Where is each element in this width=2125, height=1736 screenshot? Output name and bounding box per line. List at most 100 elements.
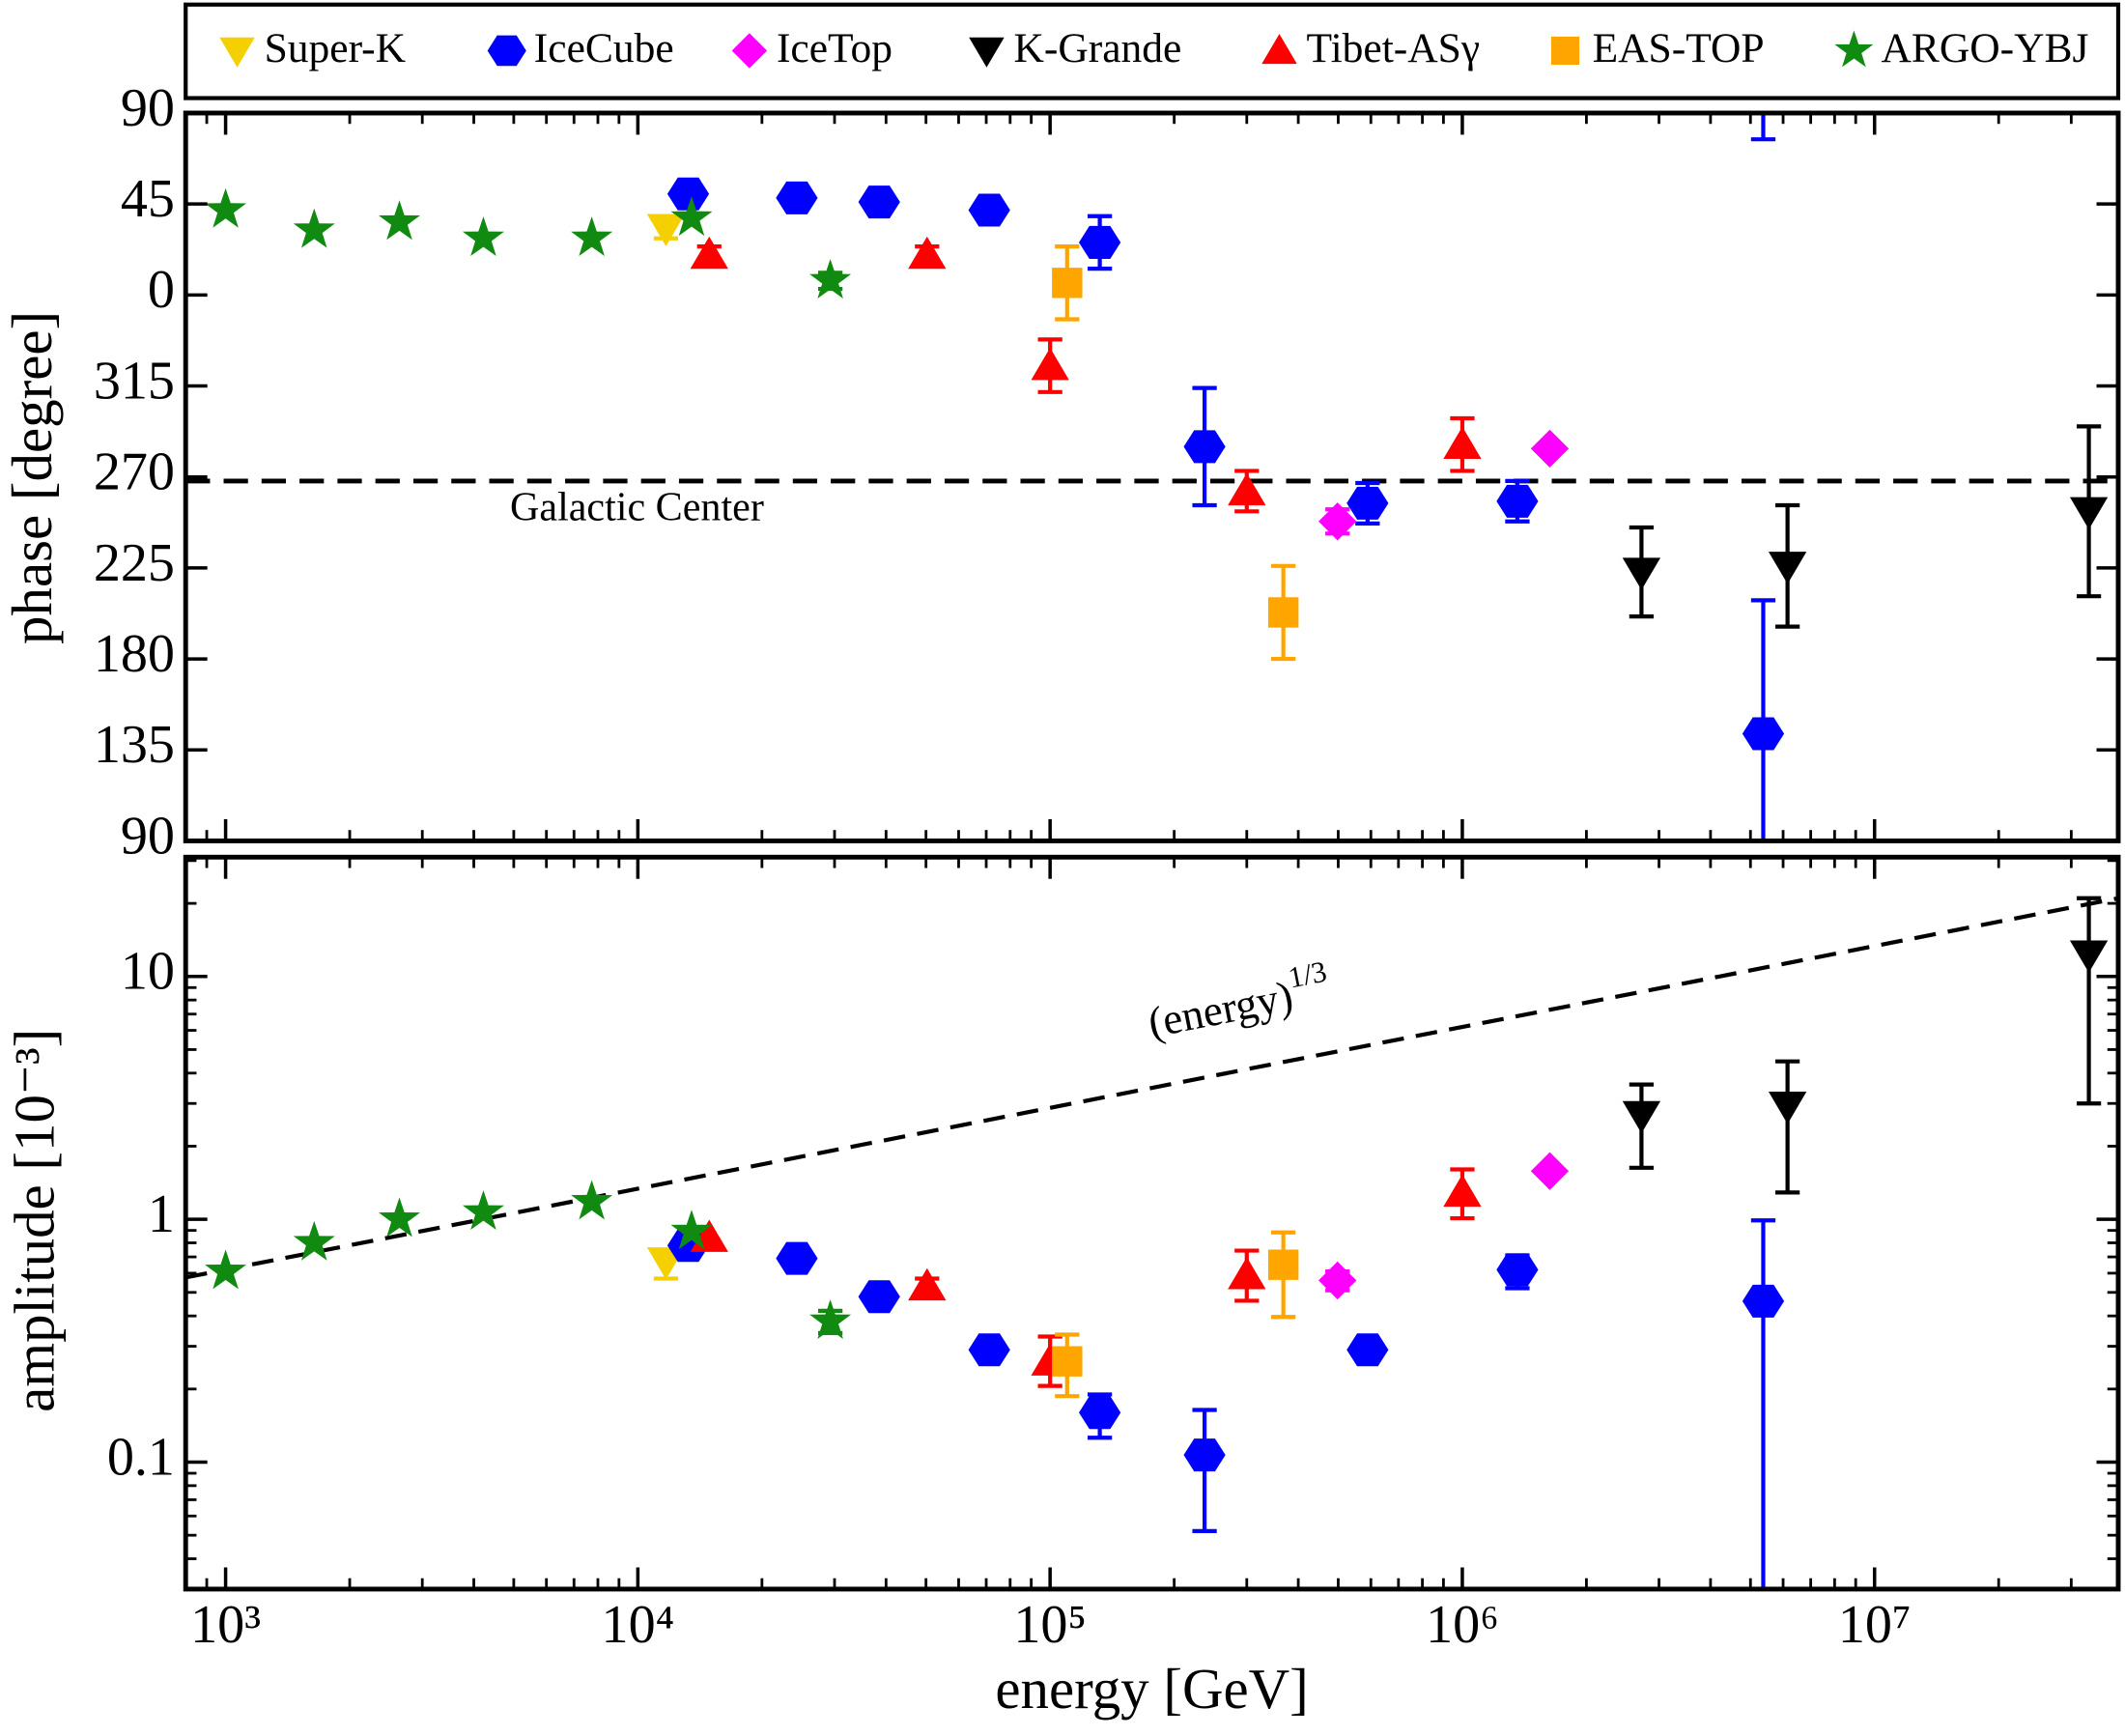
marker [2069, 940, 2109, 973]
marker [1443, 426, 1482, 459]
marker [205, 187, 247, 228]
marker [1267, 1249, 1299, 1280]
plot-area [185, 896, 2118, 1589]
marker [1768, 552, 1807, 584]
marker [1031, 347, 1069, 381]
trend-label-base: (energy) [1145, 972, 1297, 1047]
y-tick-label: 0.1 [107, 1427, 175, 1487]
x-axis-label: energy [GeV] [995, 1657, 1308, 1721]
legend-marker [1550, 36, 1580, 66]
marker [1622, 557, 1661, 590]
marker [1530, 429, 1570, 469]
marker [666, 177, 710, 211]
marker [1079, 225, 1121, 259]
marker [379, 200, 420, 241]
marker [1318, 1261, 1357, 1300]
marker [571, 216, 613, 257]
x-tick-label: 10³ [190, 1595, 261, 1655]
marker [1496, 484, 1539, 518]
marker [809, 259, 852, 299]
marker [1530, 1152, 1570, 1190]
trend-label-exponent: 1/3 [1286, 955, 1329, 995]
marker [858, 1280, 900, 1314]
plot-frame [183, 854, 2121, 1592]
marker [1443, 1174, 1482, 1208]
x-tick-label: 10⁷ [1838, 1595, 1912, 1655]
marker [1622, 1100, 1661, 1134]
legend-label: Tibet-ASγ [1307, 25, 1481, 71]
marker [1318, 502, 1357, 541]
marker [858, 185, 900, 219]
plot-frame [183, 110, 2121, 843]
y-tick-label: 90 [121, 78, 175, 138]
marker [670, 1210, 713, 1250]
marker [1496, 1253, 1539, 1287]
marker [1228, 1257, 1266, 1290]
marker [1267, 597, 1299, 628]
marker [1346, 486, 1389, 520]
y-tick-label: 180 [94, 624, 175, 684]
y-tick-label: 45 [121, 169, 175, 229]
marker [379, 1197, 420, 1238]
legend-marker [219, 37, 255, 68]
marker [670, 196, 713, 237]
marker [646, 213, 686, 246]
y-axis-label: amplitude [10⁻³] [3, 1029, 67, 1412]
legend-label: IceCube [534, 25, 674, 71]
legend-label: EAS-TOP [1593, 25, 1765, 71]
marker [776, 181, 818, 214]
x-tick-label: 10⁴ [602, 1595, 675, 1655]
trend-label: (energy)1/3 [1143, 955, 1335, 1047]
marker [462, 1190, 504, 1231]
y-tick-label: 270 [94, 442, 175, 502]
marker [776, 1241, 818, 1275]
y-tick-label: 1 [148, 1184, 175, 1244]
legend-marker [487, 35, 526, 67]
legend-marker [1834, 30, 1874, 68]
y-tick-label: 225 [94, 533, 175, 593]
y-tick-label: 135 [94, 715, 175, 775]
marker [205, 1249, 247, 1290]
y-tick-label: 90 [121, 806, 175, 866]
marker [809, 1299, 852, 1340]
marker [1742, 1284, 1785, 1318]
error-bar [1774, 1059, 1800, 1195]
marker [571, 1180, 613, 1220]
y-tick-label: 10 [121, 942, 175, 1002]
marker [293, 1220, 335, 1261]
marker [1228, 472, 1266, 506]
y-tick-label: 315 [94, 351, 175, 411]
reference-label: Galactic Center [510, 484, 764, 529]
y-tick-label: 0 [148, 260, 175, 320]
marker [690, 236, 728, 270]
marker [1183, 430, 1226, 464]
marker [968, 193, 1010, 227]
legend-label: K-Grande [1013, 25, 1181, 71]
legend-marker [731, 33, 768, 69]
plot-area [185, 112, 2118, 841]
marker [293, 208, 335, 248]
marker [908, 236, 947, 270]
y-axis-label: phase [degree] [0, 311, 64, 644]
marker [1346, 1333, 1389, 1367]
x-tick-label: 10⁶ [1426, 1595, 1499, 1655]
marker [1052, 268, 1083, 299]
legend-marker [1261, 34, 1297, 65]
marker [2069, 497, 2109, 529]
marker [908, 1267, 947, 1301]
x-tick-label: 10⁵ [1013, 1595, 1087, 1655]
legend-label: Super-K [265, 25, 406, 71]
legend-box [184, 2, 2121, 100]
marker [462, 216, 504, 257]
marker [1768, 1092, 1807, 1124]
legend-label: ARGO-YBJ [1881, 25, 2088, 71]
marker [1052, 1346, 1083, 1377]
marker [1742, 717, 1785, 751]
legend-marker [969, 37, 1005, 68]
error-bar [2076, 896, 2102, 1106]
trend-line [185, 896, 2118, 1280]
marker [1183, 1438, 1226, 1472]
marker [968, 1333, 1010, 1367]
legend-label: IceTop [777, 25, 892, 71]
